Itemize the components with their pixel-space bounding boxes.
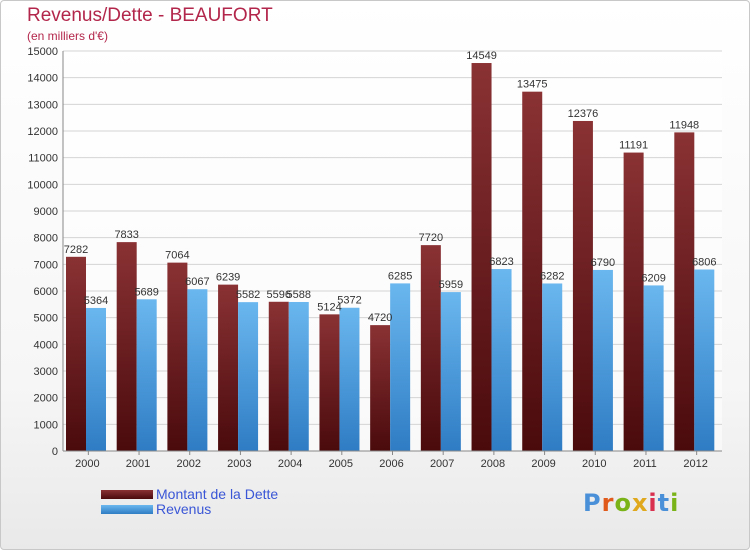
bar-dette: [218, 284, 239, 451]
data-label-dette: 7833: [114, 229, 138, 241]
bar-dette: [167, 262, 188, 451]
x-tick-label: 2007: [430, 458, 454, 470]
y-tick-label: 6000: [34, 286, 58, 298]
bar-dette: [522, 91, 543, 452]
bar-revenus: [643, 285, 664, 451]
y-tick-label: 3000: [34, 366, 58, 378]
legend-swatch-dette: [101, 490, 153, 499]
bar-revenus: [238, 302, 259, 451]
data-label-dette: 5596: [267, 289, 291, 301]
x-tick-label: 2002: [176, 458, 200, 470]
bar-dette: [471, 63, 492, 451]
data-label-revenus: 6209: [641, 272, 665, 284]
y-tick-label: 13000: [27, 99, 58, 111]
logo-letter: x: [631, 489, 649, 517]
y-tick-label: 0: [52, 446, 58, 458]
bar-revenus: [592, 269, 613, 451]
y-tick-label: 8000: [34, 233, 58, 245]
data-label-dette: 11948: [669, 119, 699, 131]
y-tick-label: 1000: [34, 419, 58, 431]
data-label-revenus: 6285: [388, 270, 412, 282]
data-label-dette: 4720: [368, 312, 392, 324]
data-label-revenus: 6790: [591, 257, 615, 269]
bar-revenus: [136, 299, 157, 451]
logo-letter: r: [601, 489, 615, 517]
data-label-revenus: 5582: [236, 289, 260, 301]
data-label-dette: 6239: [216, 272, 240, 284]
x-tick-label: 2004: [278, 458, 302, 470]
bar-revenus: [440, 292, 461, 451]
x-tick-label: 2005: [329, 458, 353, 470]
bar-dette: [319, 314, 340, 451]
data-label-revenus: 6806: [692, 257, 716, 269]
logo-letter: P: [583, 489, 602, 517]
y-tick-label: 5000: [34, 313, 58, 325]
x-tick-label: 2010: [582, 458, 606, 470]
data-label-dette: 12376: [568, 108, 599, 120]
proxiti-logo: Proxiti: [583, 489, 679, 517]
data-label-dette: 5124: [317, 301, 341, 313]
data-label-revenus: 5364: [84, 295, 108, 307]
logo-letter: o: [614, 489, 632, 517]
data-label-dette: 7720: [419, 232, 443, 244]
bar-dette: [420, 245, 441, 451]
x-tick-label: 2008: [481, 458, 505, 470]
x-tick-label: 2011: [633, 458, 657, 470]
chart-title: Revenus/Dette - BEAUFORT: [27, 5, 273, 26]
y-tick-label: 4000: [34, 339, 58, 351]
x-tick-label: 2009: [531, 458, 555, 470]
data-label-revenus: 5372: [337, 295, 361, 307]
data-label-revenus: 5689: [134, 286, 158, 298]
y-tick-label: 12000: [27, 126, 58, 138]
bar-dette: [370, 325, 391, 451]
bar-dette: [268, 301, 289, 451]
bar-revenus: [491, 269, 512, 451]
bar-revenus: [288, 301, 309, 451]
chart-subtitle: (en milliers d'€): [27, 29, 108, 43]
data-label-revenus: 6823: [489, 256, 513, 268]
bar-dette: [116, 242, 137, 451]
bar-revenus: [187, 289, 208, 451]
data-label-dette: 14549: [466, 50, 497, 62]
logo-letter: i: [648, 489, 658, 517]
bar-revenus: [339, 307, 360, 451]
x-tick-label: 2012: [683, 458, 707, 470]
bar-revenus: [542, 283, 563, 451]
bar-chart: 7282 5364 7833 5689 7064 6067 6239 5582 55965588…: [27, 46, 722, 470]
data-label-dette: 13475: [517, 79, 548, 91]
bar-revenus: [694, 269, 715, 451]
bar-revenus: [390, 283, 411, 451]
y-tick-label: 14000: [27, 73, 58, 85]
data-label-dette: 7282: [64, 244, 88, 256]
bar-dette: [623, 152, 644, 451]
bar-dette: [66, 256, 86, 451]
x-tick-label: 2000: [75, 458, 99, 470]
x-tick-label: 2006: [379, 458, 403, 470]
legend-swatch-revenus: [101, 505, 153, 514]
y-tick-label: 15000: [27, 46, 58, 58]
x-tick-label: 2003: [227, 458, 251, 470]
bar-revenus: [86, 307, 106, 451]
data-label-dette: 11191: [619, 140, 648, 152]
logo-letter: i: [670, 489, 680, 517]
data-label-revenus: 5959: [439, 279, 463, 291]
legend-label-dette: Montant de la Dette: [156, 486, 279, 502]
bar-dette: [572, 120, 593, 452]
y-tick-label: 11000: [28, 153, 58, 165]
x-tick-label: 2001: [126, 458, 150, 470]
y-tick-label: 7000: [34, 259, 58, 271]
data-label-revenus: 6067: [185, 276, 209, 288]
data-label-revenus: 5588: [287, 289, 311, 301]
bar-dette: [674, 132, 695, 452]
y-tick-label: 10000: [27, 179, 58, 191]
legend-label-revenus: Revenus: [156, 501, 212, 517]
data-label-revenus: 6282: [540, 270, 564, 282]
y-tick-label: 9000: [34, 206, 58, 218]
logo-letter: t: [657, 489, 671, 517]
y-tick-label: 2000: [34, 393, 58, 405]
data-label-dette: 7064: [165, 250, 189, 262]
